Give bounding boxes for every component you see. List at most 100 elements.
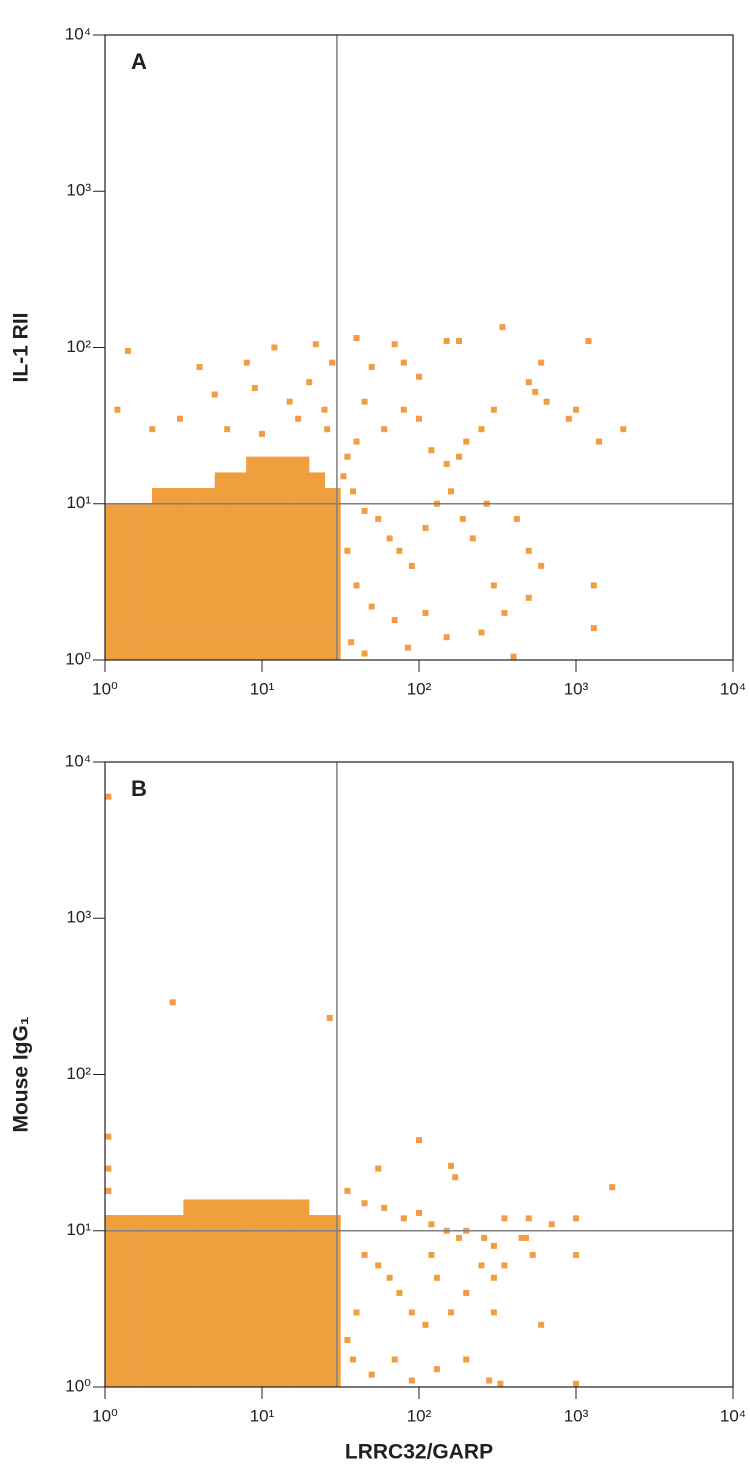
event xyxy=(246,472,263,489)
event xyxy=(497,1380,504,1387)
event xyxy=(214,1199,231,1216)
event xyxy=(151,519,168,536)
event xyxy=(199,1355,216,1372)
event xyxy=(344,453,351,460)
event xyxy=(214,1277,231,1294)
event xyxy=(261,534,278,551)
event xyxy=(151,1215,168,1232)
event xyxy=(105,1293,121,1310)
event xyxy=(167,488,184,505)
event xyxy=(277,519,294,536)
event xyxy=(548,1221,555,1228)
event xyxy=(105,612,121,629)
event xyxy=(183,581,200,598)
event xyxy=(620,426,627,433)
event xyxy=(353,582,360,589)
event xyxy=(214,1324,231,1341)
event xyxy=(167,1324,184,1341)
x-tick-label: 10⁴ xyxy=(720,1406,746,1425)
event xyxy=(308,519,325,536)
x-tick-label: 10⁰ xyxy=(92,679,118,698)
event xyxy=(183,1371,200,1387)
event xyxy=(271,344,278,351)
event xyxy=(230,1277,247,1294)
event xyxy=(230,472,247,489)
event xyxy=(538,359,545,366)
event xyxy=(230,1371,247,1387)
event xyxy=(324,1261,341,1278)
event xyxy=(486,1377,493,1384)
event xyxy=(136,644,153,660)
event xyxy=(230,1215,247,1232)
event xyxy=(246,1199,263,1216)
event xyxy=(456,1234,463,1241)
event xyxy=(199,1308,216,1325)
event xyxy=(214,550,231,567)
event xyxy=(120,581,137,598)
event xyxy=(321,406,328,413)
event xyxy=(136,1230,153,1247)
y-tick-label: 10⁰ xyxy=(65,1376,91,1395)
event xyxy=(490,406,497,413)
event xyxy=(151,1246,168,1263)
event xyxy=(375,1165,382,1172)
event xyxy=(246,519,263,536)
event xyxy=(246,1371,263,1387)
event xyxy=(448,488,455,495)
event xyxy=(167,644,184,660)
event xyxy=(183,550,200,567)
event xyxy=(105,1215,121,1232)
event xyxy=(293,503,310,520)
event xyxy=(428,1251,435,1258)
event xyxy=(261,456,278,473)
event xyxy=(353,335,360,342)
event xyxy=(386,535,393,542)
event xyxy=(386,1274,393,1281)
event xyxy=(151,1230,168,1247)
event xyxy=(308,1277,325,1294)
event xyxy=(293,1371,310,1387)
event xyxy=(277,534,294,551)
event xyxy=(277,628,294,645)
event xyxy=(136,1355,153,1372)
event xyxy=(293,566,310,583)
event xyxy=(246,1246,263,1263)
event xyxy=(167,612,184,629)
event xyxy=(293,581,310,598)
event xyxy=(105,1355,121,1372)
event xyxy=(246,597,263,614)
event xyxy=(183,503,200,520)
event xyxy=(490,1274,497,1281)
event xyxy=(422,1321,429,1328)
event xyxy=(120,612,137,629)
event xyxy=(308,488,325,505)
event xyxy=(199,644,216,660)
event xyxy=(214,1215,231,1232)
event xyxy=(344,1336,351,1343)
event xyxy=(261,1261,278,1278)
event xyxy=(114,406,121,413)
event xyxy=(183,1339,200,1356)
event xyxy=(151,1324,168,1341)
event xyxy=(448,1309,455,1316)
event xyxy=(293,628,310,645)
event xyxy=(525,1215,532,1222)
x-tick-label: 10¹ xyxy=(250,1406,275,1425)
event xyxy=(277,612,294,629)
event xyxy=(167,1246,184,1263)
event xyxy=(324,1293,341,1310)
event xyxy=(443,460,450,467)
event xyxy=(261,550,278,567)
event xyxy=(214,597,231,614)
event xyxy=(361,398,368,405)
event xyxy=(199,1215,216,1232)
event xyxy=(463,438,470,445)
event xyxy=(183,597,200,614)
event xyxy=(214,581,231,598)
x-axis-title: LRRC32/GARP xyxy=(345,1441,493,1464)
event xyxy=(324,1355,341,1372)
event xyxy=(277,1199,294,1216)
event xyxy=(478,1262,485,1269)
event xyxy=(525,547,532,554)
event xyxy=(120,597,137,614)
